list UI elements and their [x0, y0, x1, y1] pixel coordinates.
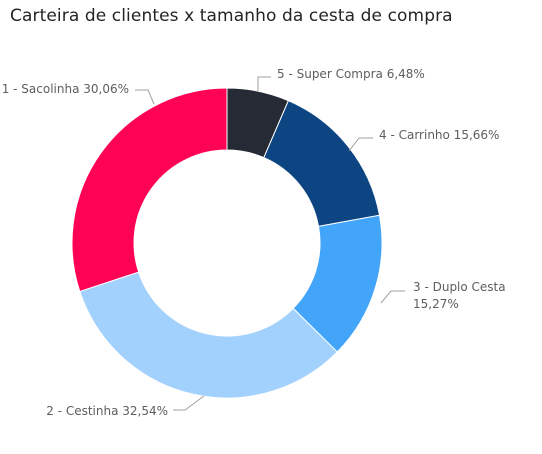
donut-slice[interactable]	[79, 271, 338, 399]
leader-line	[173, 395, 205, 411]
leader-line	[135, 89, 155, 105]
data-label: 1 - Sacolinha 30,06%	[2, 82, 129, 96]
data-label-category: 3 - Duplo Cesta	[413, 280, 506, 294]
data-label: 3 - Duplo Cesta 15,27%	[413, 280, 506, 311]
leader-line	[257, 76, 271, 91]
data-label: 4 - Carrinho 15,66%	[379, 128, 499, 142]
data-label: 5 - Super Compra 6,48%	[277, 67, 425, 81]
leader-line	[348, 137, 373, 152]
donut-slice[interactable]	[263, 100, 381, 227]
leader-line	[380, 290, 405, 304]
data-label-value: 15,27%	[413, 297, 459, 311]
chart-title: Carteira de clientes x tamanho da cesta …	[10, 6, 453, 26]
data-label: 2 - Cestinha 32,54%	[46, 404, 168, 418]
donut-slice[interactable]	[71, 87, 228, 293]
